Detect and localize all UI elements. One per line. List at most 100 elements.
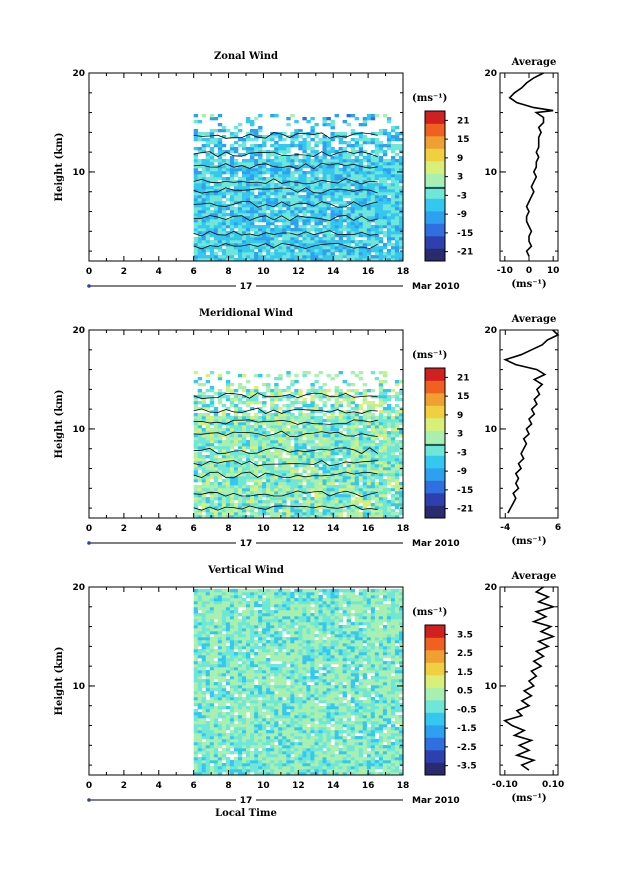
heatmap-cell <box>286 431 291 435</box>
heatmap-cell <box>201 497 207 501</box>
heatmap-cell <box>374 192 380 196</box>
heatmap-cell <box>201 473 207 477</box>
heatmap-cell <box>254 413 259 417</box>
heatmap-cell <box>229 225 235 229</box>
heatmap-cell <box>334 512 339 516</box>
heatmap-cell <box>278 482 283 486</box>
heatmap-cell <box>262 772 267 776</box>
heatmap-cell <box>246 509 251 513</box>
heatmap-cell <box>322 219 327 223</box>
heatmap-cell <box>217 162 223 166</box>
heatmap-cell <box>366 736 372 740</box>
heatmap-cell <box>322 389 327 393</box>
heatmap-cell <box>322 754 327 758</box>
heatmap-cell <box>310 739 315 743</box>
heatmap-cell <box>350 742 356 746</box>
heatmap-cell <box>262 198 267 202</box>
heatmap-cell <box>374 246 380 250</box>
heatmap-cell <box>306 482 311 486</box>
heatmap-cell <box>354 431 360 435</box>
heatmap-cell <box>229 479 235 483</box>
heatmap-cell <box>225 509 231 513</box>
heatmap-cell <box>254 452 259 456</box>
heatmap-cell <box>399 503 404 507</box>
heatmap-cell <box>205 171 211 175</box>
heatmap-cell <box>354 207 360 211</box>
heatmap-cell <box>197 183 203 187</box>
heatmap-cell <box>262 452 267 456</box>
heatmap-cell <box>258 766 263 770</box>
heatmap-cell <box>399 198 404 202</box>
heatmap-cell <box>262 255 267 259</box>
heatmap-cell <box>362 410 368 414</box>
heatmap-cell <box>290 506 295 510</box>
heatmap-cell <box>330 455 335 459</box>
heatmap-cell <box>390 129 396 133</box>
heatmap-cell <box>326 766 331 770</box>
heatmap-cell <box>358 745 364 749</box>
heatmap-cell <box>314 177 319 181</box>
heatmap-cell <box>286 213 291 217</box>
heatmap-cell <box>390 446 396 450</box>
heatmap-cell <box>197 479 203 483</box>
heatmap-cell <box>237 485 243 489</box>
heatmap-cell <box>201 150 207 154</box>
heatmap-cell <box>382 150 388 154</box>
heatmap-cell <box>370 449 376 453</box>
heatmap-cell <box>306 243 311 247</box>
heatmap-cell <box>374 207 380 211</box>
heatmap-cell <box>318 751 323 755</box>
heatmap-cell <box>322 757 327 761</box>
heatmap-cell <box>346 473 351 477</box>
heatmap-cell <box>370 757 376 761</box>
heatmap-cell <box>350 748 356 752</box>
heatmap-cell <box>270 114 275 118</box>
heatmap-cell <box>237 398 243 402</box>
heatmap-cell <box>246 458 251 462</box>
heatmap-cell <box>229 766 235 770</box>
heatmap-cell <box>338 757 343 761</box>
heatmap-cell <box>233 407 239 411</box>
heatmap-cell <box>358 171 364 175</box>
heatmap-cell <box>286 192 291 196</box>
x-tick-label: 6 <box>191 267 197 277</box>
heatmap-cell <box>193 186 199 190</box>
heatmap-cell <box>262 754 267 758</box>
heatmap-cell <box>274 422 279 426</box>
heatmap-cell <box>278 748 283 752</box>
heatmap-cell <box>326 742 331 746</box>
heatmap-cell <box>386 404 392 408</box>
heatmap-cell <box>298 497 303 501</box>
heatmap-cell <box>346 141 351 145</box>
heatmap-cell <box>209 494 215 498</box>
heatmap-cell <box>378 739 384 743</box>
heatmap-cell <box>322 159 327 163</box>
heatmap-cell <box>193 461 199 465</box>
heatmap-cell <box>266 748 271 752</box>
heatmap-cell <box>258 183 263 187</box>
heatmap-cell <box>399 204 404 208</box>
heatmap-cell <box>310 219 315 223</box>
heatmap-cell <box>350 129 356 133</box>
heatmap-cell <box>370 114 376 118</box>
heatmap-cell <box>278 192 283 196</box>
colorbar-frame <box>424 110 446 262</box>
heatmap-cell <box>314 231 319 235</box>
heatmap-cell <box>386 204 392 208</box>
heatmap-cell <box>358 174 364 178</box>
heatmap-cell <box>213 428 219 432</box>
heatmap-cell <box>213 434 219 438</box>
heatmap-cell <box>254 132 259 136</box>
heatmap-cell <box>229 745 235 749</box>
heatmap-cell <box>366 473 372 477</box>
heatmap-cell <box>326 452 331 456</box>
heatmap-cell <box>354 171 360 175</box>
heatmap-cell <box>274 766 279 770</box>
heatmap-cell <box>274 210 279 214</box>
heatmap-cell <box>225 234 231 238</box>
heatmap-cell <box>237 255 243 259</box>
heatmap-cell <box>390 180 396 184</box>
heatmap-cell <box>266 772 271 776</box>
heatmap-cell <box>221 766 227 770</box>
heatmap-cell <box>314 425 319 429</box>
